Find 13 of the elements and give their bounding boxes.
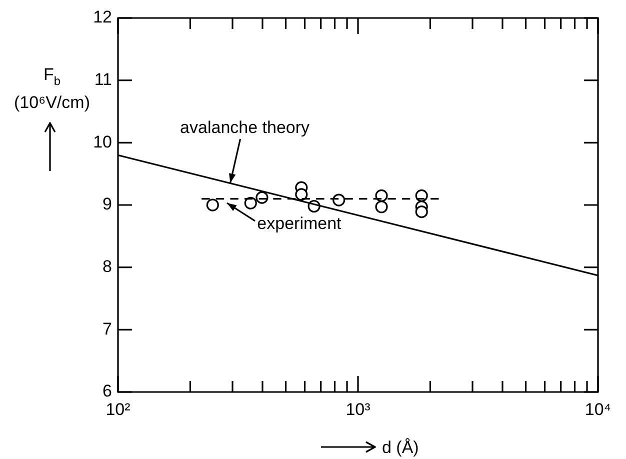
x-tick-label: 10² xyxy=(106,400,131,419)
annotation: avalanche theory xyxy=(180,118,310,138)
y-tick-label: 9 xyxy=(102,194,112,214)
x-tick-label: 10⁴ xyxy=(584,400,612,419)
x-axis-title: d (Å) xyxy=(382,438,419,457)
y-tick-label: 6 xyxy=(102,382,112,401)
x-tick-label: 10³ xyxy=(346,400,371,419)
y-tick-label: 7 xyxy=(102,319,112,338)
y-tick-label: 8 xyxy=(102,257,112,276)
y-tick-label: 11 xyxy=(94,70,112,90)
annotation: experiment xyxy=(257,214,342,234)
y-tick-label: 12 xyxy=(93,8,112,27)
y-tick-label: 10 xyxy=(93,132,112,152)
